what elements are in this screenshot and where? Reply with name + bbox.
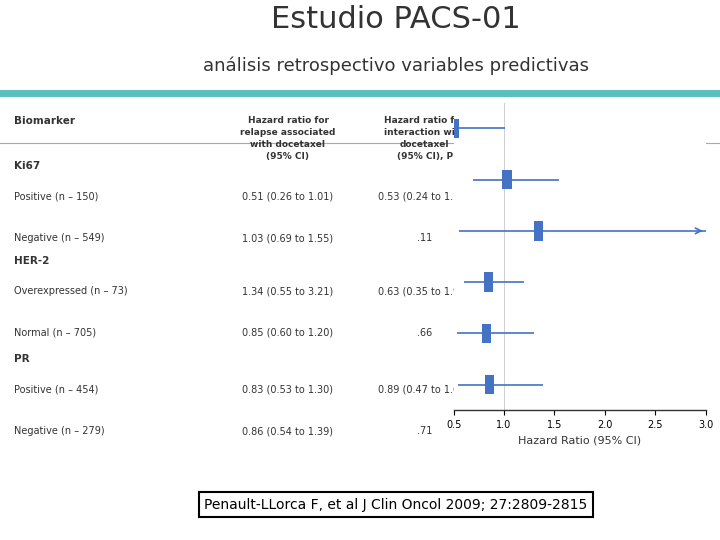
- Bar: [534, 221, 543, 241]
- Text: Hazard ratio for
relapse associated
with docetaxel
(95% CI): Hazard ratio for relapse associated with…: [240, 116, 336, 160]
- Text: 0.86 (0.54 to 1.39): 0.86 (0.54 to 1.39): [243, 426, 333, 436]
- Text: PR: PR: [14, 354, 30, 364]
- Text: 0.89 (0.47 to 1.66),: 0.89 (0.47 to 1.66),: [378, 384, 472, 395]
- Text: 0.53 (0.24 to 1.16),: 0.53 (0.24 to 1.16),: [378, 192, 472, 202]
- Text: Overexpressed (n – 73): Overexpressed (n – 73): [14, 286, 128, 296]
- Bar: [450, 118, 459, 138]
- Bar: [485, 375, 495, 395]
- Text: Negative (n – 279): Negative (n – 279): [14, 426, 105, 436]
- Text: Ki67: Ki67: [14, 161, 40, 172]
- Text: .11: .11: [417, 233, 433, 244]
- Text: .71: .71: [417, 426, 433, 436]
- Text: Normal (n – 705): Normal (n – 705): [14, 328, 96, 338]
- X-axis label: Hazard Ratio (95% CI): Hazard Ratio (95% CI): [518, 436, 642, 446]
- Bar: [503, 170, 512, 190]
- Text: Positive (n – 454): Positive (n – 454): [14, 384, 99, 395]
- Text: Negative (n – 549): Negative (n – 549): [14, 233, 105, 244]
- Text: Biomarker: Biomarker: [14, 116, 76, 126]
- Text: 0.83 (0.53 to 1.30): 0.83 (0.53 to 1.30): [243, 384, 333, 395]
- Text: 0.51 (0.26 to 1.01): 0.51 (0.26 to 1.01): [243, 192, 333, 202]
- Text: HER-2: HER-2: [14, 256, 50, 266]
- Bar: [485, 272, 493, 292]
- Text: .66: .66: [417, 328, 433, 338]
- Text: análisis retrospectivo variables predictivas: análisis retrospectivo variables predict…: [203, 57, 589, 76]
- Text: 0.85 (0.60 to 1.20): 0.85 (0.60 to 1.20): [243, 328, 333, 338]
- Bar: [482, 323, 492, 343]
- Text: 1.34 (0.55 to 3.21): 1.34 (0.55 to 3.21): [243, 286, 333, 296]
- Text: Hazard ratio for
interaction with
docetaxel
(95% CI), P: Hazard ratio for interaction with doceta…: [384, 116, 466, 160]
- Text: 1.03 (0.69 to 1.55): 1.03 (0.69 to 1.55): [243, 233, 333, 244]
- Text: Estudio PACS-01: Estudio PACS-01: [271, 5, 521, 34]
- Text: Positive (n – 150): Positive (n – 150): [14, 192, 99, 202]
- Text: 0.63 (0.35 to 1.94),: 0.63 (0.35 to 1.94),: [378, 286, 472, 296]
- Text: Penault-LLorca F, et al J Clin Oncol 2009; 27:2809-2815: Penault-LLorca F, et al J Clin Oncol 200…: [204, 498, 588, 512]
